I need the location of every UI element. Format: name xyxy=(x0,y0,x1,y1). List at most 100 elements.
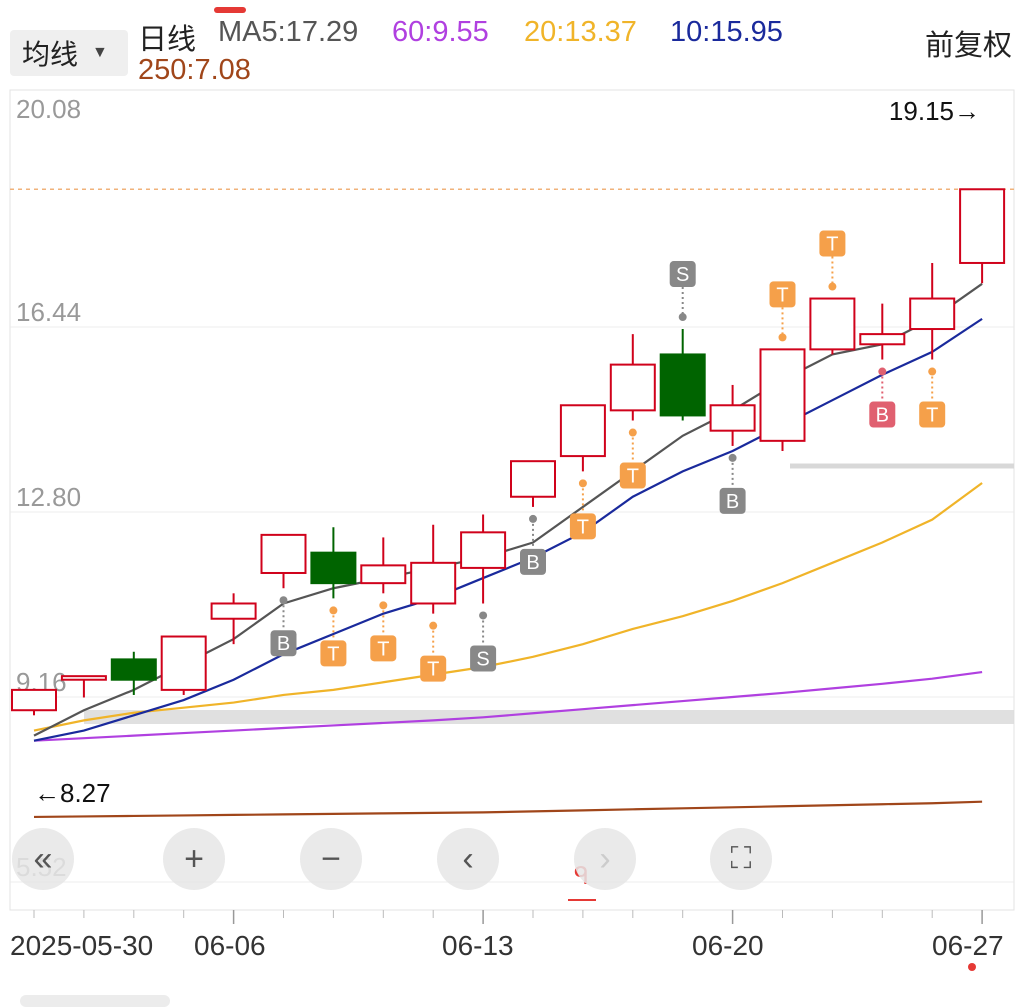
signal-marker: T xyxy=(619,428,646,489)
candle-body xyxy=(809,297,856,351)
signal-badge xyxy=(619,462,646,489)
fullscreen-icon[interactable]: ⛶ xyxy=(710,828,772,890)
signal-marker: S xyxy=(669,261,696,322)
ma250-value: 250:7.08 xyxy=(138,54,251,86)
candle-body xyxy=(110,658,157,681)
signal-dot xyxy=(828,282,837,291)
signal-letter: B xyxy=(526,552,539,574)
candle xyxy=(609,334,656,421)
ma10-line xyxy=(33,317,983,742)
ma20-line xyxy=(33,482,983,732)
candle xyxy=(110,651,157,695)
chart-frame xyxy=(9,89,1015,911)
signal-letter: T xyxy=(926,405,938,427)
candle-body xyxy=(11,688,57,712)
max-price-marker: 19.15→ xyxy=(889,96,980,126)
candle-body xyxy=(559,404,606,458)
signal-badge xyxy=(370,635,397,662)
price-band xyxy=(84,710,1014,724)
price-adjust-toggle[interactable]: 前复权 xyxy=(924,30,1012,62)
candle xyxy=(809,297,856,355)
signal-badge xyxy=(569,513,596,540)
signal-badge xyxy=(769,281,796,308)
signal-badge xyxy=(420,655,447,682)
left-icon[interactable]: ‹ xyxy=(437,828,499,890)
x-label-1: 06-06 xyxy=(194,930,266,961)
candle-body xyxy=(60,675,107,681)
signal-marker: B xyxy=(719,453,746,514)
ma60-line xyxy=(33,671,983,742)
signal-badge xyxy=(819,230,846,257)
zoom-out-icon[interactable]: − xyxy=(300,828,362,890)
signal-badge xyxy=(320,640,347,667)
candle-body xyxy=(260,533,307,574)
candle-body xyxy=(709,404,756,432)
candle xyxy=(410,524,457,614)
candle xyxy=(11,688,57,716)
signal-letter: T xyxy=(776,284,788,306)
signal-badge xyxy=(470,645,497,672)
y-tick-label: 20.08 xyxy=(16,94,81,124)
candle-body xyxy=(160,635,207,691)
signal-marker: T xyxy=(569,479,596,540)
x-label-4: 06-27 xyxy=(932,930,1004,961)
candle xyxy=(310,527,357,599)
candle-body xyxy=(510,460,556,498)
period-label: 日线 xyxy=(138,24,197,56)
signal-marker: T xyxy=(420,621,447,682)
ma10-value: 10:15.95 xyxy=(670,16,783,48)
signal-letter: T xyxy=(577,516,589,538)
ma-selector-label: 均线 xyxy=(22,39,79,70)
y-tick-label: 12.80 xyxy=(16,482,81,512)
ma60-value: 60:9.55 xyxy=(392,16,489,48)
signal-letter: T xyxy=(826,234,838,256)
signal-letter: T xyxy=(327,643,339,665)
signal-marker: T xyxy=(819,230,846,291)
candle-body xyxy=(859,333,906,346)
candle-body xyxy=(410,561,457,605)
candle xyxy=(909,262,956,360)
candle xyxy=(60,675,107,698)
candle xyxy=(959,188,1006,284)
right-icon[interactable]: › xyxy=(574,828,636,890)
signal-letter: S xyxy=(476,648,489,670)
zoom-in-icon[interactable]: + xyxy=(163,828,225,890)
signal-marker: T xyxy=(919,367,946,428)
candle-body xyxy=(609,363,656,412)
candle xyxy=(360,537,407,594)
candle xyxy=(260,533,307,589)
x-label-2: 06-13 xyxy=(442,930,514,961)
candle xyxy=(759,348,806,452)
candle xyxy=(659,329,706,421)
double-left-icon[interactable]: « xyxy=(12,828,74,890)
signal-letter: S xyxy=(676,264,689,286)
candle-body xyxy=(759,348,806,442)
y-tick-label: 16.44 xyxy=(16,297,81,327)
candlestick-chart[interactable]: 20.0816.4412.809.165.52BTTTSBTTSBTTBT19.… xyxy=(0,88,1024,1007)
ma20-value: 20:13.37 xyxy=(524,16,637,48)
x-label-0: 2025-05-30 xyxy=(10,930,154,961)
signal-marker: T xyxy=(769,281,796,342)
ma5-value: MA5:17.29 xyxy=(218,16,359,48)
candle-body xyxy=(360,564,407,585)
signal-dot xyxy=(778,333,787,342)
signal-badge xyxy=(919,401,946,428)
min-price-marker: ←8.27 xyxy=(34,778,111,808)
signal-badge xyxy=(869,401,896,428)
ma-selector-button[interactable]: 均线 ▼ xyxy=(10,30,128,76)
signal-marker: B xyxy=(520,514,546,575)
candle xyxy=(709,384,756,446)
signal-letter: B xyxy=(726,491,739,513)
bottom-tab-strip xyxy=(20,995,170,1007)
signal-letter: T xyxy=(627,466,639,488)
signal-marker: T xyxy=(370,601,397,662)
candle-body xyxy=(909,297,956,331)
x-label-3: 06-20 xyxy=(692,930,764,961)
signal-marker: B xyxy=(869,367,896,428)
candle xyxy=(210,593,257,645)
candle-body xyxy=(210,602,257,620)
latest-dot xyxy=(968,963,976,971)
candle xyxy=(160,635,207,695)
candle-body xyxy=(659,353,706,417)
signal-marker: B xyxy=(270,596,297,657)
